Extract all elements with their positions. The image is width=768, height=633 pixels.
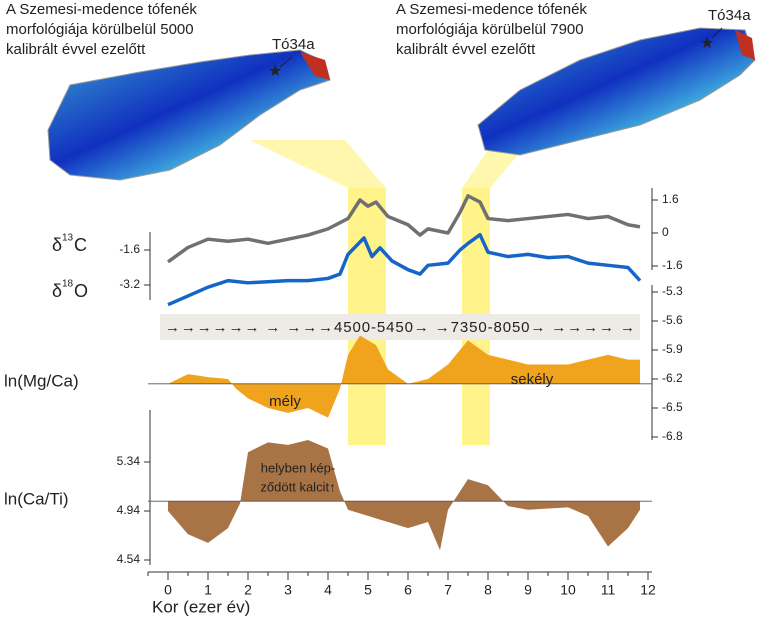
x-tick-label: 8 <box>484 582 492 598</box>
y-tick-label: -6.2 <box>662 371 683 385</box>
map-shore <box>735 30 755 60</box>
star: ★ <box>700 35 714 52</box>
connector <box>250 140 386 188</box>
x-tick-label: 1 <box>204 582 212 598</box>
maps: ★ ★ Tó34a Tó34a A Szemesi-medence tófené… <box>6 1 756 181</box>
series-line <box>166 194 641 264</box>
x-tick-label: 9 <box>524 582 532 598</box>
x-tick-label: 4 <box>324 582 332 598</box>
star: ★ <box>268 63 282 80</box>
connector <box>462 150 522 188</box>
axis-label: O <box>74 281 88 301</box>
arrow-row <box>160 314 640 340</box>
arrow-row-text: →→→→→→ → →→→4500-5450→ →7350-8050→ →→→→ … <box>165 319 635 336</box>
x-tick-label: 3 <box>284 582 292 598</box>
annotation: helyben kép- <box>261 460 335 475</box>
axis-label: δ <box>52 281 62 301</box>
y-tick-label: -6.5 <box>662 400 683 414</box>
axis-label: C <box>74 235 87 255</box>
map-title: kalibrált évvel ezelőtt <box>396 41 536 58</box>
pointer <box>279 56 293 68</box>
y-tick-label: -1.6 <box>662 258 683 272</box>
y-tick-label: 5.34 <box>117 454 141 468</box>
x-tick-label: 10 <box>560 582 576 598</box>
y-tick-label: 0 <box>662 225 669 239</box>
y-tick-label: -5.6 <box>662 313 683 327</box>
series-area <box>168 335 640 418</box>
y-tick-label: -1.6 <box>119 242 140 256</box>
axis-label: δ <box>52 235 62 255</box>
axis-label: ln(Ca/Ti) <box>4 489 69 508</box>
x-tick-label: 12 <box>640 582 656 598</box>
map-title: A Szemesi-medence tófenék <box>396 1 587 18</box>
axis-label-sup: 18 <box>62 279 74 290</box>
annotation: ződött kalcit↑ <box>260 479 335 494</box>
y-tick-label: -6.8 <box>662 429 683 443</box>
x-tick-label: 6 <box>404 582 412 598</box>
annotation: mély <box>269 393 301 410</box>
axis-label-sup: 13 <box>62 233 74 244</box>
pointer <box>711 27 723 39</box>
y-tick-label: -3.2 <box>119 277 140 291</box>
x-tick-label: 0 <box>164 582 172 598</box>
series-line <box>167 232 642 307</box>
map-title: morfológiája körülbelül 7900 <box>396 21 584 38</box>
lake-map-5000 <box>47 49 331 181</box>
site-label: Tó34a <box>708 7 751 24</box>
lake-map-7900 <box>477 27 756 156</box>
map-title: kalibrált évvel ezelőtt <box>6 41 146 58</box>
map-shore <box>300 52 330 80</box>
y-tick-label: 4.94 <box>117 503 141 517</box>
x-tick-label: 2 <box>244 582 252 598</box>
axis-label: ln(Mg/Ca) <box>4 371 79 390</box>
x-axis-label: Kor (ezer év) <box>152 597 250 616</box>
x-tick-label: 7 <box>444 582 452 598</box>
y-tick-label: -5.3 <box>662 284 683 298</box>
map-title: A Szemesi-medence tófenék <box>6 1 197 18</box>
x-tick-label: 5 <box>364 582 372 598</box>
y-tick-label: 4.54 <box>117 552 141 566</box>
site-label: Tó34a <box>272 36 315 53</box>
map-title: morfológiája körülbelül 5000 <box>6 21 194 38</box>
series-area <box>168 439 640 551</box>
x-tick-label: 11 <box>601 582 616 598</box>
annotation: sekély <box>511 371 554 388</box>
y-tick-label: -5.9 <box>662 342 683 356</box>
y-tick-label: 1.6 <box>662 192 679 206</box>
